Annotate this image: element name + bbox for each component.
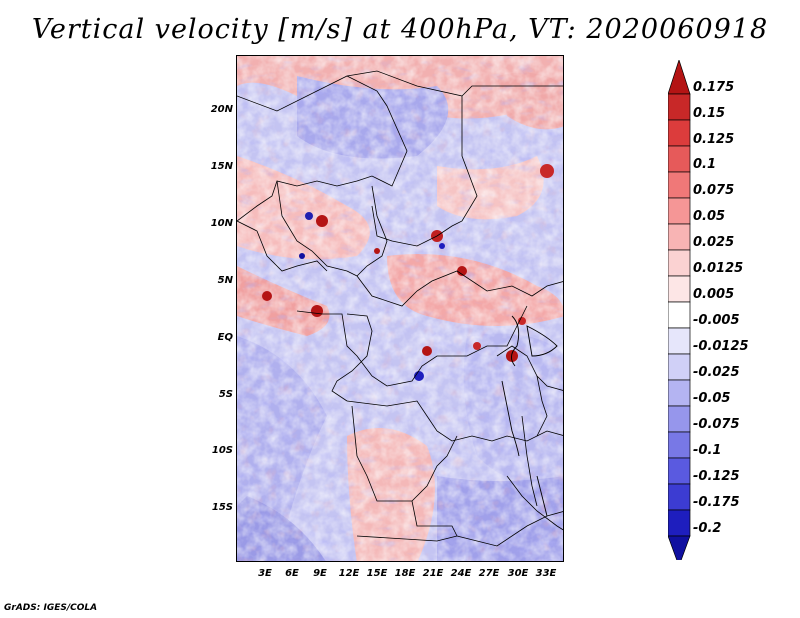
colorbar-label: 0.15 — [693, 106, 726, 121]
lat-label: 5S — [218, 389, 233, 400]
colorbar-label: -0.1 — [693, 443, 722, 458]
colorbar-label: -0.2 — [693, 521, 722, 536]
lon-label: 6E — [285, 568, 299, 579]
colorbar-segment — [668, 119, 691, 147]
lon-label: 33E — [535, 568, 557, 579]
lat-label: 10S — [211, 445, 233, 456]
colorbar — [668, 60, 691, 560]
colorbar-label: 0.175 — [693, 80, 735, 95]
lat-label: 10N — [210, 218, 233, 229]
colorbar-label: -0.175 — [693, 495, 740, 510]
colorbar-label: 0.005 — [693, 287, 735, 302]
colorbar-segment — [668, 275, 691, 303]
lat-label: 15N — [210, 161, 233, 172]
lon-label: 3E — [258, 568, 272, 579]
colorbar-segment — [668, 93, 691, 121]
colorbar-label: 0.0125 — [693, 261, 744, 276]
lon-label: 21E — [422, 568, 444, 579]
colorbar-segment — [668, 301, 691, 329]
colorbar-segment — [668, 223, 691, 251]
colorbar-segment — [668, 327, 691, 355]
lat-label: 5N — [217, 275, 233, 286]
colorbar-label: 0.05 — [693, 209, 726, 224]
colorbar-segment — [668, 457, 691, 485]
colorbar-segment — [668, 379, 691, 407]
chart-title: Vertical velocity [m/s] at 400hPa, VT: 2… — [31, 14, 769, 45]
country-borders — [237, 70, 563, 547]
colorbar-label: 0.075 — [693, 183, 735, 198]
colorbar-segment — [668, 60, 691, 95]
colorbar-segment — [668, 509, 691, 537]
colorbar-segment — [668, 431, 691, 459]
colorbar-segment — [668, 353, 691, 381]
lat-label: 15S — [211, 502, 233, 513]
colorbar-label: -0.025 — [693, 365, 740, 380]
colorbar-segment — [668, 145, 691, 173]
colorbar-label: -0.125 — [693, 469, 740, 484]
convective-cells — [262, 164, 554, 381]
colorbar-label: -0.075 — [693, 417, 740, 432]
lon-label: 24E — [450, 568, 472, 579]
colorbar-segment — [668, 197, 691, 225]
credit-text: GrADS: IGES/COLA — [4, 603, 98, 613]
lat-label: EQ — [217, 332, 233, 343]
lat-label: 20N — [210, 104, 233, 115]
colorbar-label: -0.005 — [693, 313, 740, 328]
colorbar-segment — [668, 535, 691, 560]
colorbar-label: -0.05 — [693, 391, 731, 406]
colorbar-label: 0.025 — [693, 235, 735, 250]
colorbar-label: 0.125 — [693, 132, 735, 147]
colorbar-label: 0.1 — [693, 157, 717, 172]
colorbar-label: -0.0125 — [693, 339, 749, 354]
colorbar-segment — [668, 249, 691, 277]
colorbar-segment — [668, 405, 691, 433]
lon-label: 9E — [313, 568, 327, 579]
colorbar-segment — [668, 171, 691, 199]
lon-label: 30E — [507, 568, 529, 579]
lon-label: 27E — [478, 568, 500, 579]
vertical-velocity-field — [237, 56, 563, 561]
colorbar-segment — [668, 483, 691, 511]
lakes — [501, 315, 558, 517]
lon-label: 12E — [338, 568, 360, 579]
lon-label: 18E — [394, 568, 416, 579]
lon-label: 15E — [366, 568, 388, 579]
map-panel — [236, 55, 564, 562]
